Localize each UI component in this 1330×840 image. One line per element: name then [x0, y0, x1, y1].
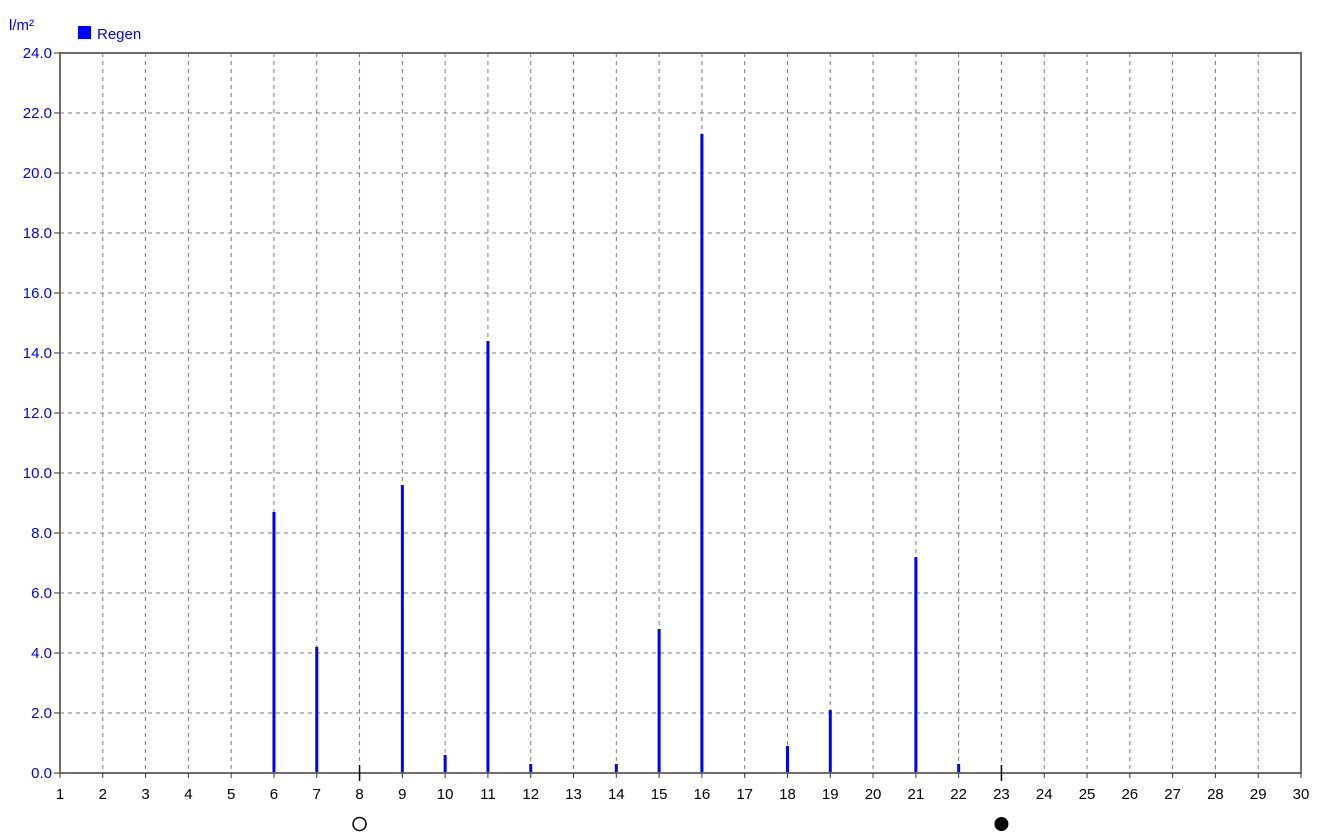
x-tick-label: 29 — [1250, 786, 1267, 803]
y-tick-label: 14.0 — [23, 345, 52, 362]
bar — [529, 764, 533, 773]
y-tick-label: 6.0 — [31, 585, 52, 602]
y-tick-label: 8.0 — [31, 525, 52, 542]
x-tick-label: 2 — [99, 786, 107, 803]
x-tick-label: 10 — [437, 786, 454, 803]
legend-label: Regen — [97, 26, 141, 43]
x-tick-label: 27 — [1164, 786, 1181, 803]
x-tick-label: 11 — [480, 786, 496, 803]
bar — [315, 647, 319, 773]
x-tick-label: 22 — [950, 786, 967, 803]
x-tick-label: 16 — [694, 786, 711, 803]
y-tick-label: 22.0 — [23, 105, 52, 122]
x-tick-label: 30 — [1293, 786, 1310, 803]
x-tick-label: 14 — [608, 786, 625, 803]
x-tick-label: 4 — [184, 786, 192, 803]
x-tick-label: 3 — [141, 786, 149, 803]
bar — [957, 764, 961, 773]
x-tick-label: 1 — [56, 786, 64, 803]
moon-layer — [352, 765, 1009, 832]
x-tick-label: 18 — [779, 786, 796, 803]
bar — [914, 557, 918, 773]
bar — [700, 134, 704, 773]
x-tick-label: 25 — [1079, 786, 1096, 803]
x-tick-label: 23 — [993, 786, 1010, 803]
unit-label: l/m² — [9, 17, 34, 34]
full-moon-icon — [352, 816, 367, 832]
y-tick-label: 16.0 — [23, 285, 52, 302]
x-tick-label: 6 — [270, 786, 278, 803]
y-tick-label: 20.0 — [23, 165, 52, 182]
bar — [443, 755, 447, 773]
x-tick-label: 20 — [865, 786, 882, 803]
y-tick-label: 18.0 — [23, 225, 52, 242]
x-tick-label: 13 — [565, 786, 582, 803]
y-tick-label: 12.0 — [23, 405, 52, 422]
x-tick-label: 28 — [1207, 786, 1224, 803]
y-tick-label: 24.0 — [23, 45, 52, 62]
x-tick-label: 9 — [398, 786, 406, 803]
legend-swatch — [78, 26, 91, 39]
x-tick-label: 21 — [908, 786, 925, 803]
y-tick-label: 2.0 — [31, 705, 52, 722]
axis-layer: 1 2 3 4 5 6 7 8 9 10 11 12 13 14 15 16 17 18 19 20 21 22 23 24 2… — [23, 45, 1310, 803]
x-tick-label: 19 — [822, 786, 839, 803]
bar — [272, 512, 276, 773]
y-tick-label: 4.0 — [31, 645, 52, 662]
x-tick-label: 24 — [1036, 786, 1053, 803]
new-moon-icon — [994, 817, 1009, 831]
x-tick-label: 17 — [736, 786, 753, 803]
bar — [828, 710, 832, 773]
x-tick-label: 8 — [355, 786, 363, 803]
bars-layer — [272, 134, 961, 773]
x-tick-label: 15 — [651, 786, 668, 803]
x-tick-label: 5 — [227, 786, 235, 803]
bar — [486, 341, 490, 773]
bar — [400, 485, 404, 773]
y-tick-label: 10.0 — [23, 465, 52, 482]
bar — [657, 629, 661, 773]
x-tick-label: 7 — [313, 786, 321, 803]
bar — [785, 746, 789, 773]
x-tick-label: 26 — [1121, 786, 1138, 803]
y-tick-label: 0.0 — [31, 765, 52, 782]
x-tick-label: 12 — [522, 786, 539, 803]
bar — [614, 764, 618, 773]
